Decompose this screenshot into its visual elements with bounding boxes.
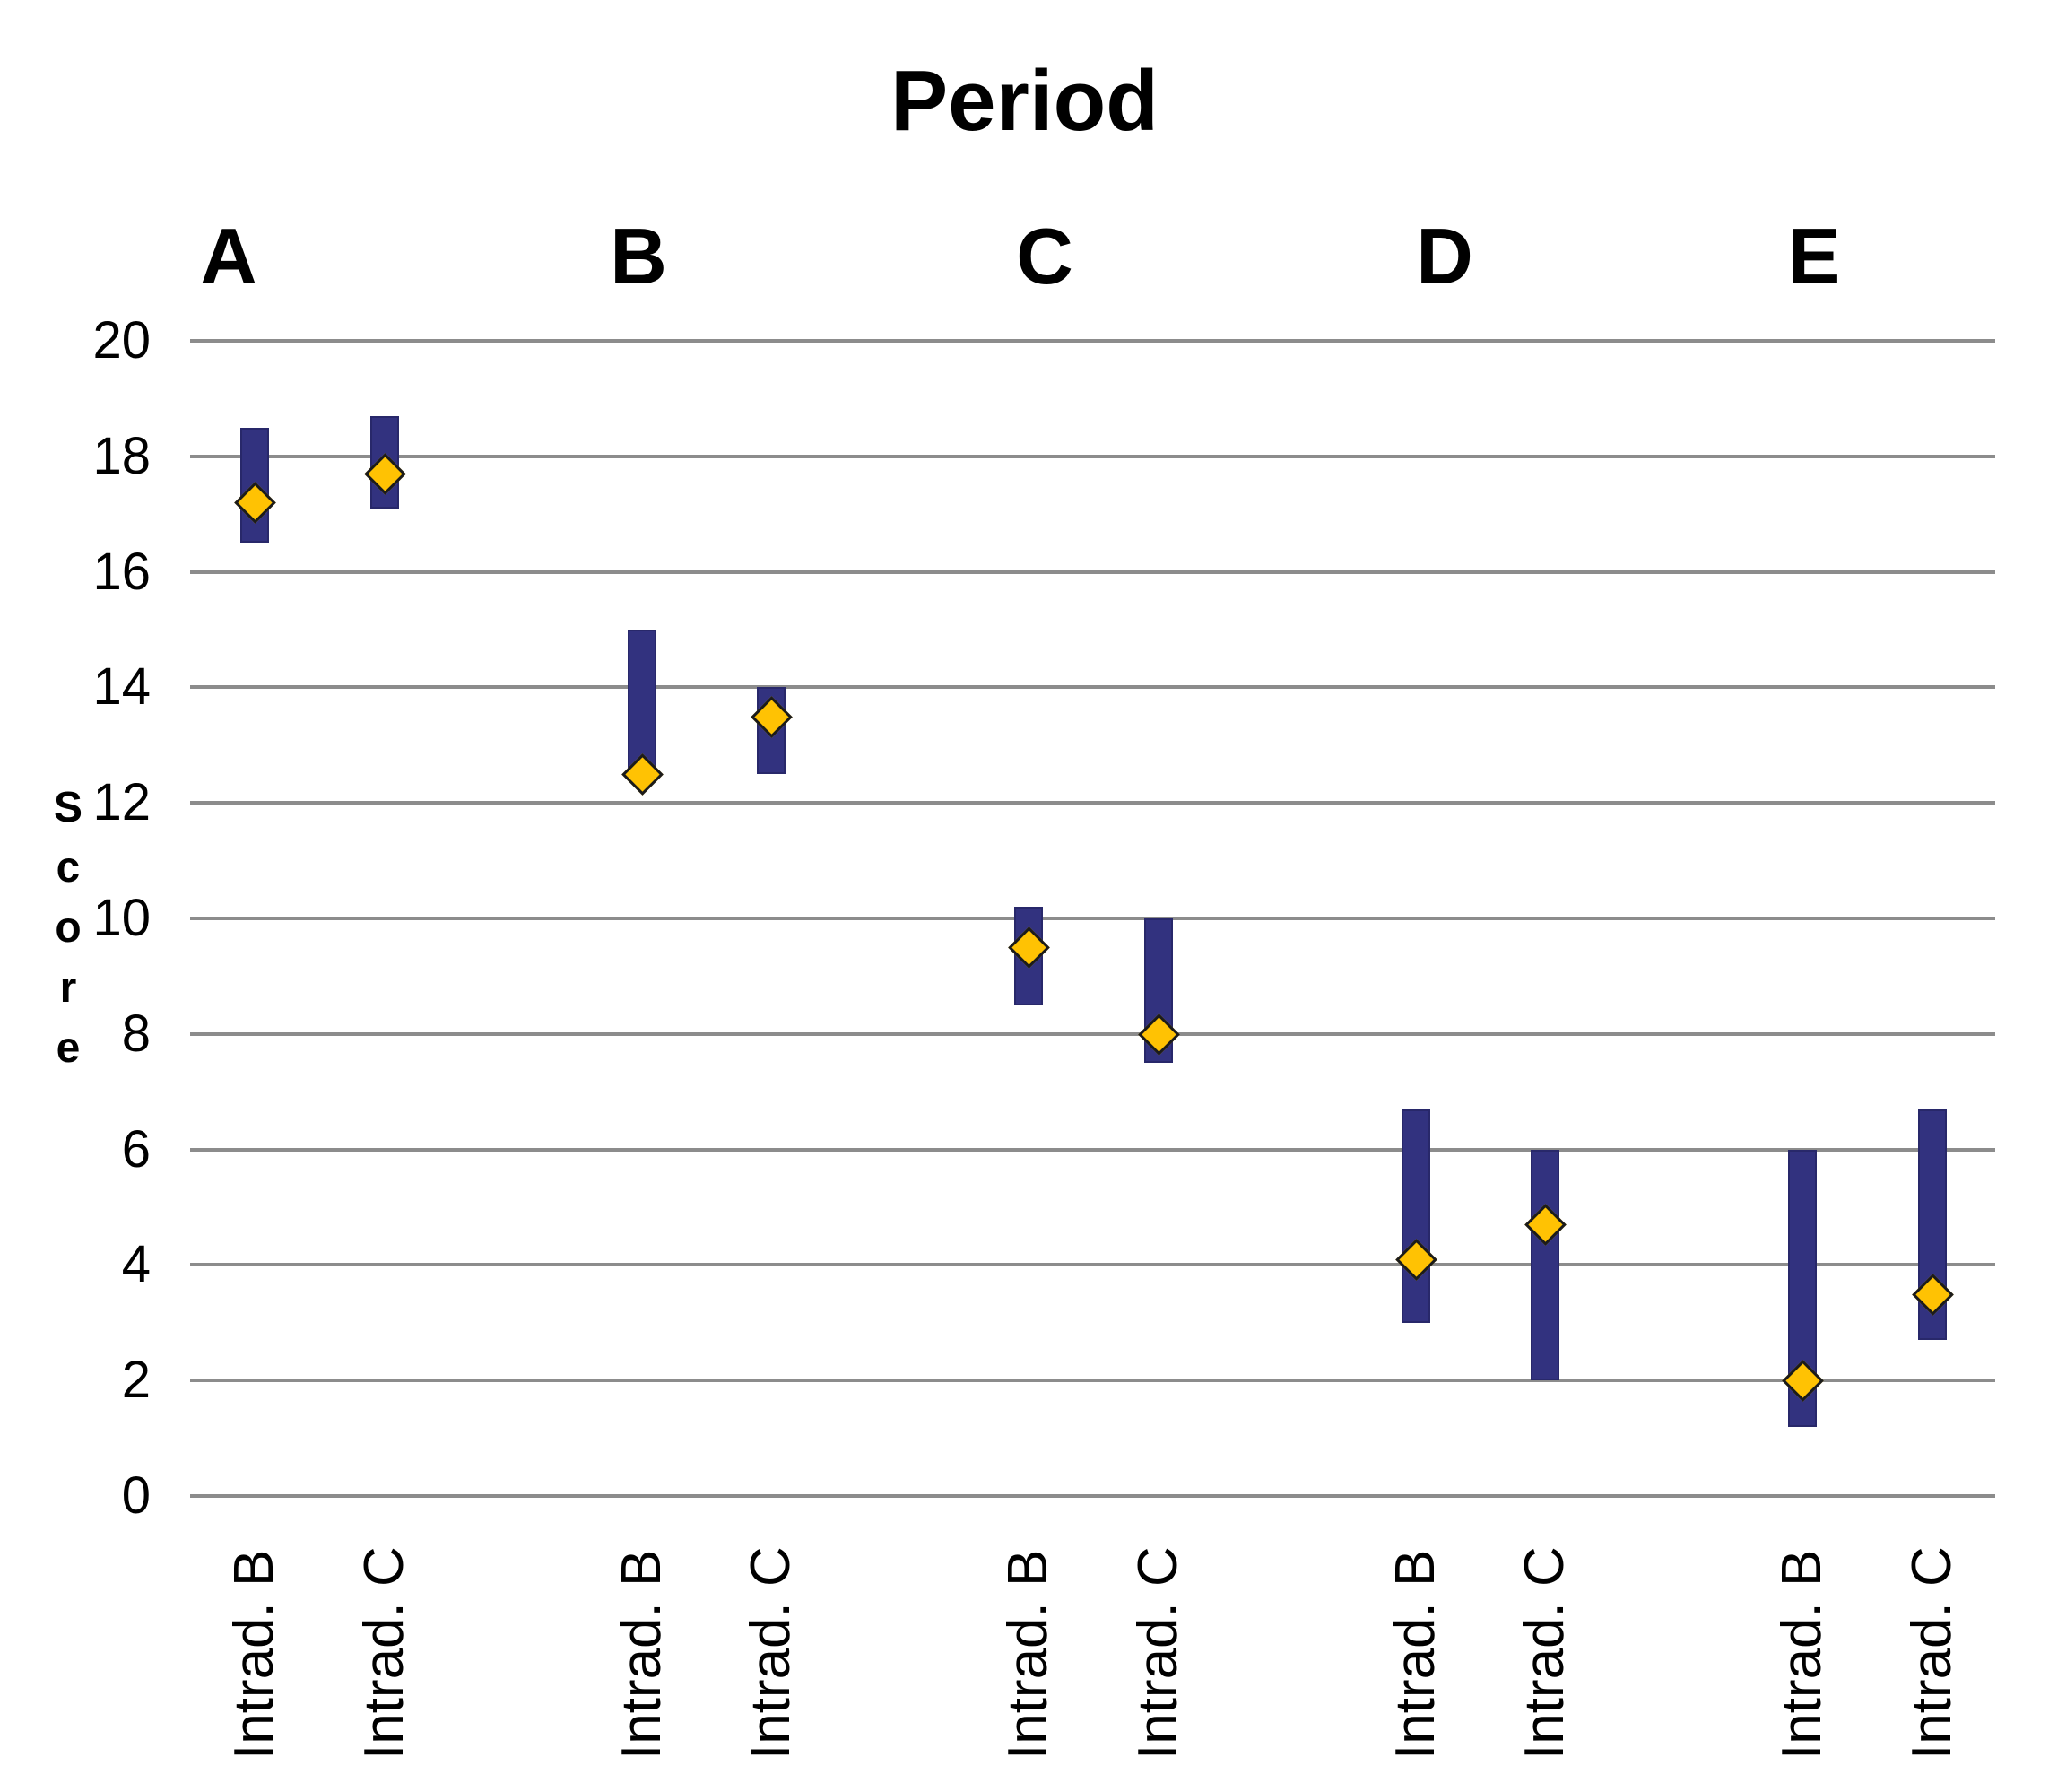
y-tick-label: 16 bbox=[92, 542, 151, 601]
y-tick-label: 12 bbox=[92, 773, 151, 832]
chart-title: Period bbox=[890, 53, 1159, 149]
gridline-y-10 bbox=[190, 917, 1995, 920]
y-axis-title: S c o r e bbox=[53, 784, 82, 1072]
x-axis-label-text: Intrad. C bbox=[1900, 1546, 1963, 1760]
period-group-label-E: E bbox=[1787, 212, 1841, 300]
y-tick-label: 20 bbox=[92, 311, 151, 370]
x-axis-label-text: Intrad. C bbox=[1126, 1546, 1189, 1760]
period-group-label-C: C bbox=[1016, 212, 1073, 300]
x-axis-label: Intrad. B bbox=[996, 1525, 1061, 1776]
gridline-y-2 bbox=[190, 1379, 1995, 1383]
y-tick-label: 14 bbox=[92, 657, 151, 717]
x-axis-label: Intrad. C bbox=[739, 1525, 803, 1776]
range-bar bbox=[1531, 1149, 1559, 1381]
gridline-y-18 bbox=[190, 454, 1995, 458]
y-tick-label: 6 bbox=[121, 1119, 151, 1179]
period-group-label-D: D bbox=[1416, 212, 1473, 300]
x-axis-label: Intrad. B bbox=[1770, 1525, 1835, 1776]
gridline-y-8 bbox=[190, 1031, 1995, 1036]
range-bar bbox=[1401, 1109, 1430, 1323]
gridline-y-0 bbox=[190, 1494, 1995, 1498]
y-tick-label: 10 bbox=[92, 889, 151, 947]
range-bar bbox=[627, 630, 656, 774]
y-tick-label: 8 bbox=[121, 1004, 151, 1063]
period-group-label-A: A bbox=[200, 212, 257, 300]
period-group-label-B: B bbox=[610, 212, 667, 300]
x-axis-label: Intrad. C bbox=[352, 1525, 417, 1776]
x-axis-label-text: Intrad. C bbox=[352, 1546, 415, 1760]
x-axis-label-text: Intrad. B bbox=[223, 1549, 285, 1760]
x-axis-label-text: Intrad. B bbox=[1771, 1549, 1833, 1760]
y-tick-label: 18 bbox=[92, 426, 151, 485]
y-tick-label: 4 bbox=[121, 1235, 151, 1294]
gridline-y-14 bbox=[190, 685, 1995, 690]
x-axis-label: Intrad. C bbox=[1513, 1525, 1577, 1776]
x-axis-label-text: Intrad. B bbox=[997, 1549, 1059, 1760]
gridline-y-12 bbox=[190, 801, 1995, 805]
gridline-y-4 bbox=[190, 1263, 1995, 1267]
y-tick-label: 0 bbox=[121, 1466, 151, 1525]
y-tick-label: 2 bbox=[121, 1351, 151, 1410]
x-axis-label: Intrad. B bbox=[610, 1525, 674, 1776]
x-axis-label-text: Intrad. B bbox=[1384, 1549, 1446, 1760]
x-axis-label: Intrad. B bbox=[222, 1525, 287, 1776]
gridline-y-6 bbox=[190, 1147, 1995, 1152]
gridline-y-20 bbox=[190, 339, 1995, 343]
x-axis-label-text: Intrad. C bbox=[740, 1546, 802, 1760]
x-axis-label-text: Intrad. C bbox=[1514, 1546, 1576, 1760]
gridline-y-16 bbox=[190, 570, 1995, 574]
x-axis-label: Intrad. C bbox=[1900, 1525, 1965, 1776]
x-axis-label: Intrad. B bbox=[1384, 1525, 1448, 1776]
x-axis-label-text: Intrad. B bbox=[610, 1549, 673, 1760]
x-axis-label: Intrad. C bbox=[1126, 1525, 1191, 1776]
